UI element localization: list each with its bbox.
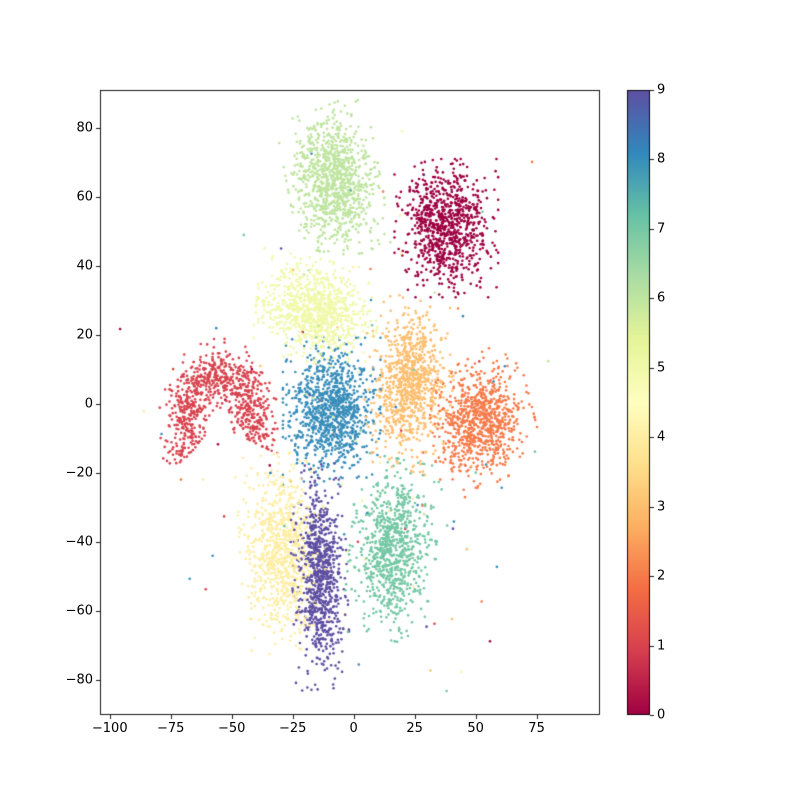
y-tick-label: 60 — [76, 189, 93, 205]
x-tick-label: 50 — [467, 721, 484, 736]
colorbar-tick-label: 0 — [657, 707, 666, 723]
x-tick-label: −100 — [91, 721, 128, 736]
colorbar-tick-label: 9 — [657, 82, 666, 98]
y-tick-label: −60 — [65, 603, 93, 619]
x-tick-label: −75 — [157, 721, 185, 736]
x-tick-label: 0 — [349, 721, 358, 736]
colorbar-tick-label: 4 — [657, 429, 666, 445]
colorbar-tick-label: 2 — [657, 568, 666, 584]
colorbar-tick-label: 3 — [657, 499, 666, 515]
colorbar-tick-label: 1 — [657, 638, 666, 654]
x-tick-label: 25 — [406, 721, 423, 736]
y-tick-label: 0 — [84, 396, 93, 412]
x-tick-label: −25 — [278, 721, 307, 736]
colorbar-tick-label: 7 — [657, 221, 666, 237]
y-tick-label: −20 — [65, 465, 93, 481]
y-tick-label: 40 — [76, 258, 93, 274]
y-tick-label: −80 — [65, 672, 93, 688]
colorbar-tick-label: 6 — [657, 290, 666, 306]
colorbar-tick-label: 8 — [657, 151, 666, 167]
y-tick-label: 80 — [76, 120, 93, 136]
colorbar-tick-label: 5 — [657, 360, 666, 376]
y-tick-label: 20 — [76, 327, 93, 343]
x-tick-label: −50 — [217, 721, 246, 736]
y-tick-label: −40 — [65, 534, 93, 550]
x-tick-label: 75 — [528, 721, 545, 736]
